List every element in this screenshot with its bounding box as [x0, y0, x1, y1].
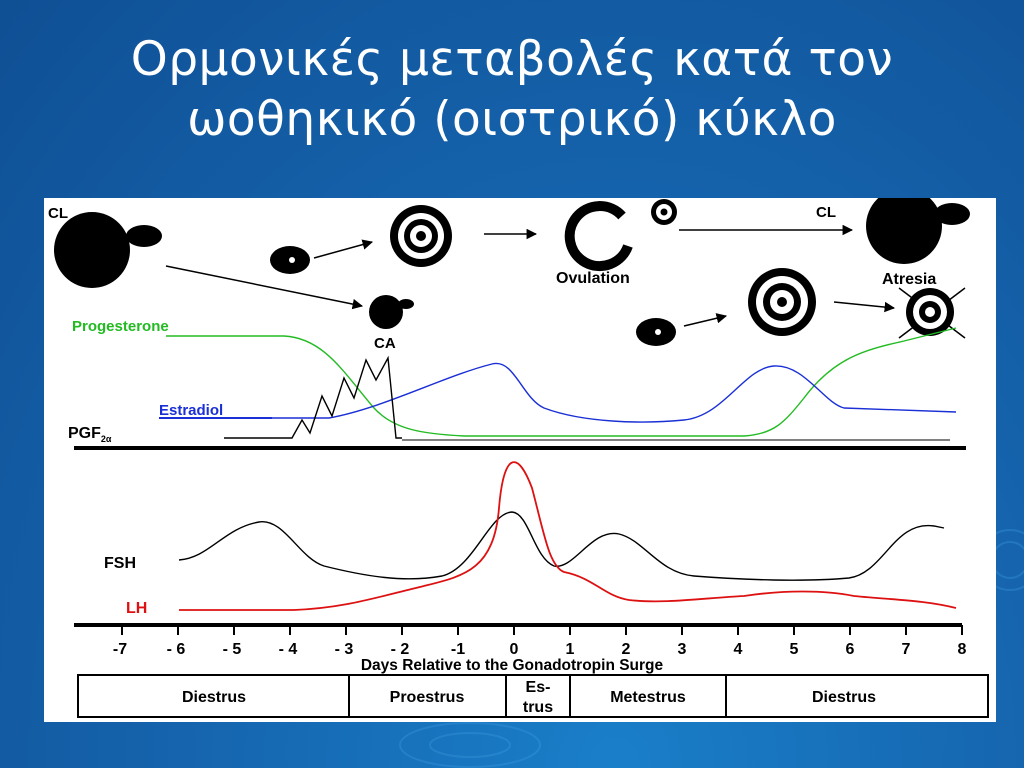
tick-label: - 4	[279, 641, 298, 658]
estradiol-label: Estradiol	[159, 402, 223, 419]
phase-diestrus-2: Diestrus	[812, 689, 876, 706]
cl-right-label: CL	[816, 204, 836, 221]
pgf-label: PGF2α	[68, 425, 112, 444]
atresia-label: Atresia	[882, 271, 936, 288]
progesterone-label: Progesterone	[72, 318, 169, 335]
x-axis-ticks	[121, 625, 963, 635]
arrow-icon	[165, 265, 364, 310]
pgf-label-subscript: 2α	[101, 434, 112, 444]
corpus-albicans-icon	[369, 295, 414, 329]
fsh-curve	[178, 511, 945, 581]
tick-label: - 5	[223, 641, 242, 658]
tick-label: 7	[902, 641, 911, 658]
x-axis-title: Days Relative to the Gonadotropin Surge	[361, 657, 664, 674]
lh-label: LH	[126, 600, 147, 617]
phase-metestrus: Metestrus	[610, 689, 686, 706]
phase-bar	[77, 674, 989, 718]
tick-label: 3	[678, 641, 687, 658]
tick-label: -1	[451, 641, 465, 658]
x-axis-tick-labels: -7 - 6 - 5 - 4 - 3 - 2 -1 0 1 2 3 4 5 6 …	[113, 641, 967, 658]
growing-follicle-icon	[748, 268, 816, 336]
small-follicle-icon	[270, 246, 310, 274]
lh-curve	[179, 461, 957, 611]
pgf-label-main: PGF	[68, 425, 101, 442]
tick-label: - 6	[167, 641, 186, 658]
pgf2a-curve	[224, 355, 402, 439]
tick-label: - 2	[391, 641, 410, 658]
estradiol-curve	[272, 362, 957, 423]
arrow-icon	[833, 301, 896, 313]
ruptured-follicle-icon	[564, 201, 633, 272]
corpus-luteum-left-icon	[54, 212, 162, 288]
phase-diestrus: Diestrus	[182, 689, 246, 706]
phase-proestrus: Proestrus	[390, 689, 465, 706]
corpus-luteum-right-icon	[866, 198, 970, 264]
tick-label: 8	[958, 641, 967, 658]
phase-estrus-line-2: trus	[523, 699, 553, 716]
small-follicle-icon	[636, 318, 676, 346]
title-line-2: ωοθηκικό (οιστρικό) κύκλο	[187, 92, 837, 147]
tick-label: 5	[790, 641, 799, 658]
tick-label: -7	[113, 641, 127, 658]
tick-label: 0	[510, 641, 519, 658]
arrow-icon	[313, 239, 374, 259]
fsh-label: FSH	[104, 555, 136, 572]
phase-dividers	[348, 675, 727, 717]
diagram-canvas: CL Ovulation CL CA	[48, 198, 989, 718]
tick-label: - 3	[335, 641, 354, 658]
phase-estrus-line-1: Es-	[526, 679, 551, 696]
title-line-1: Ορμονικές μεταβολές κατά τον	[130, 32, 894, 87]
tick-label: 1	[566, 641, 575, 658]
growing-follicle-icon	[390, 205, 452, 267]
tick-label: 6	[846, 641, 855, 658]
progesterone-curve	[166, 327, 957, 437]
cl-left-label: CL	[48, 205, 68, 222]
arrow-icon	[683, 313, 728, 327]
ca-label: CA	[374, 335, 396, 352]
estrous-cycle-diagram: CL Ovulation CL CA	[44, 198, 996, 722]
oocyte-icon	[651, 199, 677, 225]
ovulation-label: Ovulation	[556, 270, 630, 287]
tick-label: 4	[734, 641, 743, 658]
atretic-follicle-icon	[898, 287, 966, 339]
tick-label: 2	[622, 641, 631, 658]
slide-title: Ορμονικές μεταβολές κατά τον ωοθηκικό (ο…	[0, 30, 1024, 150]
